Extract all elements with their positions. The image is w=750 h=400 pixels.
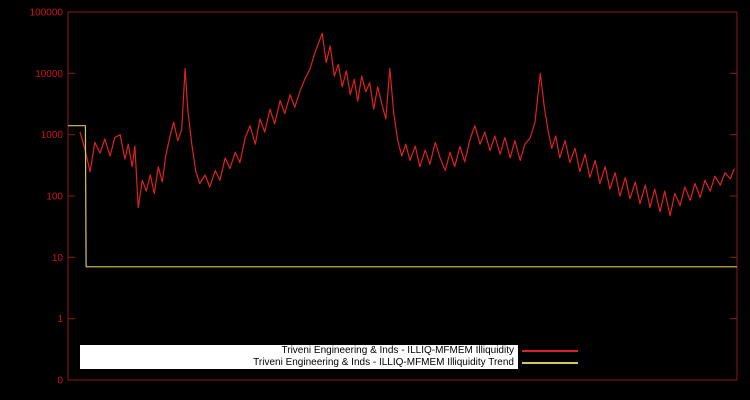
y-tick-label: 100000 — [30, 8, 64, 19]
series-line-0 — [79, 32, 735, 217]
y-tick-label: 100 — [46, 192, 63, 203]
y-tick-label: 1000 — [41, 130, 64, 141]
legend-label-illiquidity-trend: Triveni Engineering & Inds - ILLIQ-MFMEM… — [253, 357, 514, 368]
y-tick-label: 0 — [57, 376, 63, 387]
legend-line-sample-illiquidity-trend — [522, 362, 578, 364]
y-tick-label: 1 — [57, 314, 63, 325]
y-tick-label: 10000 — [35, 69, 63, 80]
legend-label-illiquidity: Triveni Engineering & Inds - ILLIQ-MFMEM… — [281, 345, 515, 356]
legend: Triveni Engineering & Inds - ILLIQ-MFMEM… — [80, 345, 518, 369]
y-tick-label: 10 — [52, 253, 64, 264]
plot-frame — [67, 11, 738, 381]
series-line-1 — [68, 125, 737, 268]
legend-line-sample-illiquidity — [522, 350, 578, 352]
